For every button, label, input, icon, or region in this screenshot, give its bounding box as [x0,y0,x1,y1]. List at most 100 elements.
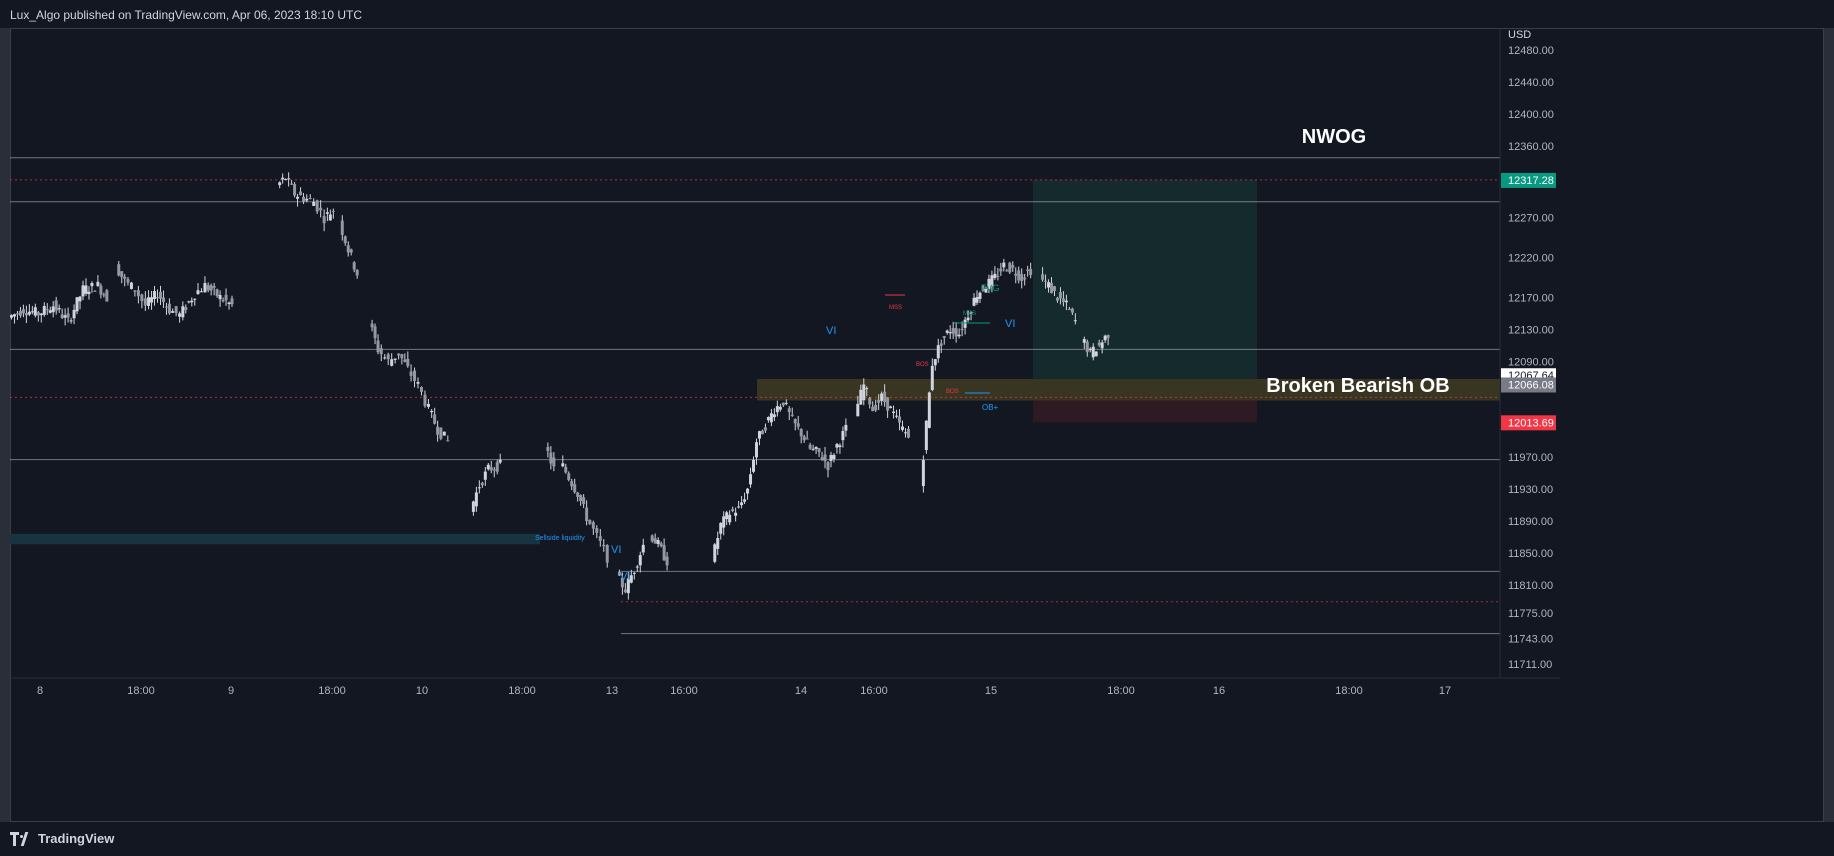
y-tick-label: 12480.00 [1508,45,1554,57]
candle-body [1106,335,1110,339]
candle-body [617,571,621,576]
candle-body [331,210,335,212]
candle-body [290,183,294,185]
candle-body [199,291,203,293]
y-tick-label: 11890.00 [1508,516,1553,528]
price-label-box [1501,377,1556,393]
candle-body [841,431,845,441]
tradingview-logo[interactable]: TradingView [10,831,114,846]
candle-body [328,214,332,221]
broken-ob-zone [757,378,1500,401]
candle-body [1082,339,1086,343]
candle-body [477,487,481,489]
candle-body [33,307,37,316]
candle-body [790,414,794,416]
candle-body [990,275,994,287]
candlestick-chart[interactable]: NWOG Broken Bearish OB Sellside liquidity V… [0,0,1834,822]
candle-body [129,282,133,289]
candle-body [1064,300,1068,303]
candle-body [471,501,475,512]
candle-body [924,420,928,451]
candle-body [346,245,350,253]
candle-body [939,343,943,346]
candle-body [1088,348,1092,351]
candle-body [66,313,70,318]
candle-body [230,298,234,305]
candle-body [150,297,154,303]
candle-body [12,314,16,317]
candle-body [856,403,860,417]
y-tick-label: 11711.00 [1508,659,1552,671]
candle-body [784,402,788,404]
candle-body [171,311,175,313]
bos-label-2: BOS [946,389,959,395]
candle-body [84,285,88,294]
candle-body [18,310,22,316]
candle-body [406,358,410,367]
candle-body [1067,308,1071,310]
candle-body [772,414,776,418]
candle-body [419,387,423,392]
candle-body [987,278,991,290]
candle-body [416,382,420,384]
candle-body [164,306,168,308]
candle-body [871,406,875,412]
candle-body [319,207,323,211]
candle-body [78,296,82,302]
candle-body [579,495,583,502]
candle-body [1094,351,1098,357]
x-tick-label: 18:00 [1335,685,1363,697]
candle-body [972,297,976,306]
candle-body [193,298,197,300]
candle-body [1052,286,1056,291]
candle-body [442,431,446,436]
candle-body [641,544,645,553]
candle-body [430,410,434,413]
candle-body [224,294,228,301]
candle-body [793,418,797,424]
candle-body [486,464,490,470]
candle-body [880,393,884,401]
y-tick-label: 12400.00 [1508,109,1554,121]
candle-body [903,432,907,434]
nwog-label: NWOG [1302,126,1366,148]
candle-body [921,460,925,487]
candle-body [1020,274,1024,282]
candle-body [665,556,669,566]
candle-body [284,179,288,181]
candle-body [719,522,723,534]
x-tick-label: 18:00 [1107,685,1135,697]
candle-body [620,577,624,588]
candle-body [999,268,1003,272]
candle-body [1100,342,1104,349]
price-label-text: 12013.69 [1508,417,1554,429]
candle-body [1014,273,1018,276]
candle-body [156,297,160,299]
candle-body [379,348,383,355]
candle-body [1103,335,1107,341]
price-label-text: 12317.28 [1508,175,1554,187]
x-tick-label: 17 [1439,685,1451,697]
candle-body [749,474,753,485]
candle-body [386,354,390,360]
candle-body [492,469,496,471]
candle-body [778,406,782,410]
candle-body [340,220,344,235]
mss-label-green: MSS [963,311,976,317]
candle-body [889,406,893,409]
candle-body [433,414,437,424]
candle-body [383,357,387,359]
candle-body [805,438,809,440]
header-bar: Lux_Algo published on TradingView.com, A… [0,0,1834,28]
tradingview-brand: TradingView [38,831,115,846]
x-tick-label: 9 [228,685,234,697]
candle-body [796,423,800,427]
price-label-box [1501,172,1556,188]
candle-body [373,326,377,339]
x-tick-label: 14 [795,685,807,697]
candle-body [573,484,577,493]
candle-body [638,555,642,566]
candle-body [349,249,353,253]
candle-body [906,428,910,438]
y-tick-label: 12090.00 [1508,356,1554,368]
